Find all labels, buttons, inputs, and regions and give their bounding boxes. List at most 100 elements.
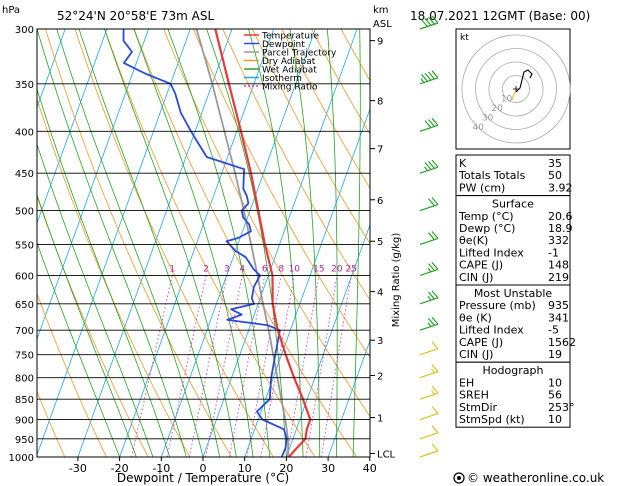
- index-value: 35: [548, 157, 562, 170]
- index-section-title: Most Unstable: [474, 287, 553, 300]
- index-label: CAPE (J): [459, 336, 503, 349]
- index-value: 253°: [548, 401, 575, 414]
- km-tick-label: LCL: [377, 449, 396, 460]
- wet-adiabat-line: [206, 29, 287, 457]
- km-tick-label: 6: [377, 196, 383, 207]
- hodograph-ring-label: 30: [482, 113, 494, 123]
- wind-barb-half: [431, 390, 435, 395]
- legend-entry-label: Dewpoint: [262, 40, 305, 50]
- index-section-title: Surface: [492, 198, 534, 211]
- wind-barb-staff: [419, 166, 439, 174]
- hodograph-ring: [488, 61, 544, 117]
- wind-barb-flag: [424, 18, 432, 26]
- index-label: θe(K): [459, 234, 488, 247]
- pressure-tick-label: 750: [15, 351, 34, 362]
- wind-barb: [419, 385, 439, 400]
- index-label: Dewp (°C): [459, 222, 515, 235]
- mixing-ratio-line: [286, 275, 320, 457]
- index-label: Temp (°C): [458, 210, 514, 223]
- temperature-tick-label: 0: [200, 462, 207, 475]
- wind-barb-flag: [421, 19, 428, 27]
- wind-barb-flag: [424, 162, 432, 170]
- asl-label: ASL: [373, 19, 392, 30]
- wind-barb: [419, 425, 439, 440]
- index-label: SREH: [459, 389, 489, 402]
- mixing-ratio-line: [188, 275, 228, 457]
- mixing-ratio-label: 15: [313, 264, 324, 274]
- km-tick-label: 7: [377, 145, 383, 156]
- index-value: 10: [548, 376, 562, 389]
- pressure-tick-label: 500: [15, 207, 34, 218]
- pressure-tick-label: 850: [15, 395, 34, 406]
- dry-adiabat-line: [281, 29, 370, 190]
- mixing-ratio-line: [246, 275, 282, 457]
- pressure-tick-label: 650: [15, 300, 34, 311]
- parcel-trajectory-line: [195, 29, 290, 457]
- km-label: km: [373, 5, 389, 16]
- pressure-tick-label: 950: [15, 435, 34, 446]
- pressure-tick-label: 600: [15, 271, 34, 282]
- mixing-ratio-label: 2: [203, 264, 209, 274]
- wind-barbs: [419, 15, 439, 458]
- wind-barb-flag: [431, 341, 439, 350]
- wind-barb-flag: [431, 364, 439, 373]
- wind-barb-flag: [421, 74, 428, 82]
- mixing-ratio-line: [228, 275, 266, 457]
- temperature-tick-label: 10: [238, 462, 252, 475]
- dewpoint-series-line: [122, 29, 288, 457]
- location-label: 52°24'N 20°58'E 73m ASL: [57, 9, 214, 23]
- wind-barb-flag: [431, 406, 439, 414]
- wind-barb: [419, 406, 439, 421]
- isotherm-line: [160, 29, 316, 457]
- hodograph-ring: [502, 75, 530, 103]
- wind-barb: [419, 197, 439, 212]
- legend-entry-label: Dry Adiabat: [262, 57, 316, 67]
- pressure-tick-label: 300: [15, 25, 34, 36]
- km-tick-label: 1: [377, 414, 383, 425]
- legend-entry-label: Parcel Trajectory: [262, 49, 337, 59]
- wind-barb-half: [431, 368, 435, 374]
- temperature-tick-label: -30: [69, 462, 87, 475]
- wind-barb-flag: [428, 232, 435, 241]
- wind-barb: [419, 70, 439, 85]
- wind-barb-flag: [431, 290, 439, 299]
- wind-barb: [419, 15, 439, 30]
- index-label: PW (cm): [459, 181, 505, 194]
- index-value: 935: [548, 299, 569, 312]
- index-value: 50: [548, 169, 562, 182]
- wind-barb: [419, 443, 439, 458]
- index-label: CAPE (J): [459, 259, 503, 272]
- wind-barb-flag: [431, 231, 439, 239]
- wind-barb-staff: [419, 297, 439, 305]
- index-label: Totals Totals: [458, 169, 526, 182]
- mixing-ratio-line: [166, 275, 207, 457]
- wind-barb-flag: [428, 318, 435, 326]
- copyright-icon: [453, 472, 465, 484]
- wind-barb-flag: [431, 425, 439, 434]
- wind-barb: [419, 316, 439, 331]
- legend-entry-label: Wet Adiabat: [262, 66, 317, 76]
- pressure-tick-label: 400: [15, 127, 34, 138]
- hodograph-ring-label: 20: [491, 104, 503, 114]
- pressure-tick-label: 1000: [9, 453, 34, 464]
- dry-adiabat-line: [37, 390, 66, 457]
- wind-barb-flag: [424, 120, 432, 129]
- legend-entry-label: Mixing Ratio: [262, 83, 318, 93]
- legend-entry-label: Temperature: [261, 32, 319, 42]
- mixing-ratio-labels: 1 2 3 4 6 8 10 15 20 25: [169, 264, 357, 274]
- mixing-ratio-label: 8: [278, 264, 284, 274]
- wind-barb: [419, 341, 439, 356]
- index-label: θe (K): [459, 311, 492, 324]
- index-value: 3.92: [548, 181, 573, 194]
- wind-barb-staff: [419, 204, 439, 212]
- hodograph-unit-label: kt: [460, 33, 469, 43]
- footer: © weatheronline.co.uk: [453, 471, 604, 485]
- wind-barb-half: [427, 322, 432, 327]
- index-box: [455, 195, 571, 286]
- index-value: 19: [548, 348, 562, 361]
- wind-barb-flag: [431, 15, 439, 24]
- indices-table: K 35 Totals Totals 50 PW (cm) 3.92 SurfaceTemp…: [455, 154, 576, 428]
- plot-frame: [36, 28, 371, 458]
